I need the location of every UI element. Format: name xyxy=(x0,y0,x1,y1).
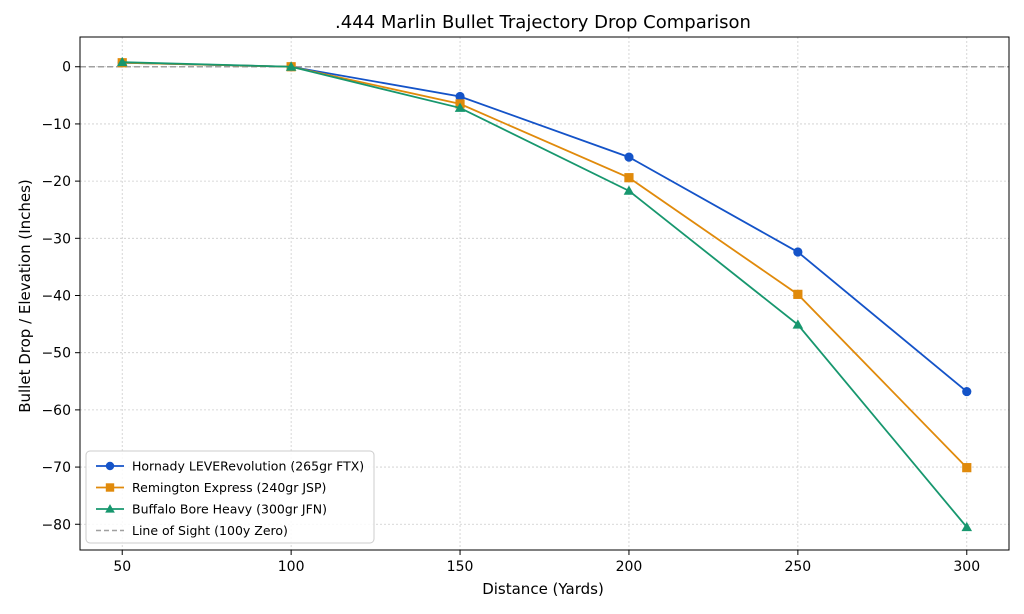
y-tick-label: −60 xyxy=(41,403,71,419)
legend: Hornady LEVERevolution (265gr FTX) Reming… xyxy=(85,450,375,544)
data-point xyxy=(624,152,634,162)
y-tick-label: −80 xyxy=(41,517,71,533)
y-tick-label: −20 xyxy=(41,174,71,190)
data-point xyxy=(961,521,973,532)
legend-marker xyxy=(105,461,115,471)
data-point xyxy=(116,56,128,67)
legend-label: Remington Express (240gr JSP) xyxy=(132,480,326,495)
x-tick-label: 150 xyxy=(447,559,474,575)
legend-marker xyxy=(105,483,115,492)
legend-box xyxy=(85,450,375,544)
plot-area-frame xyxy=(79,36,1010,551)
y-tick-label: −30 xyxy=(41,231,71,247)
y-tick-label: −70 xyxy=(41,460,71,476)
series-line xyxy=(122,61,968,469)
legend-entry: Line of Sight (100y Zero) xyxy=(96,523,288,538)
data-point xyxy=(285,61,297,71)
y-axis-label: Bullet Drop / Elevation (Inches) xyxy=(16,179,34,413)
y-axis-ticks: 0 −10 −20 −30 −40 −50 −60 −70 −80 xyxy=(41,60,80,533)
series-3 xyxy=(116,56,973,532)
series-line xyxy=(122,61,968,393)
chart-title: .444 Marlin Bullet Trajectory Drop Compa… xyxy=(335,12,751,33)
data-point xyxy=(454,102,466,112)
x-tick-label: 300 xyxy=(953,559,980,575)
legend-entry: Buffalo Bore Heavy (300gr JFN) xyxy=(96,502,327,517)
y-tick-label: 0 xyxy=(62,60,71,76)
y-tick-label: −40 xyxy=(41,289,71,305)
series-1 xyxy=(117,58,972,397)
legend-label: Buffalo Bore Heavy (300gr JFN) xyxy=(132,502,327,517)
data-point xyxy=(793,289,803,299)
x-axis-label: Distance (Yards) xyxy=(482,580,604,598)
legend-entry: Hornady LEVERevolution (265gr FTX) xyxy=(96,459,364,474)
x-axis-ticks: 50 100 150 200 250 300 xyxy=(113,550,980,575)
data-point xyxy=(962,463,972,473)
x-tick-label: 50 xyxy=(113,559,131,575)
legend-label: Line of Sight (100y Zero) xyxy=(132,523,288,538)
x-tick-label: 250 xyxy=(784,559,811,575)
legend-entry: Remington Express (240gr JSP) xyxy=(96,480,326,495)
legend-marker xyxy=(105,504,115,513)
y-tick-label: −50 xyxy=(41,346,71,362)
data-point xyxy=(792,319,804,329)
data-point xyxy=(962,386,972,397)
y-tick-label: −10 xyxy=(41,117,71,133)
x-tick-label: 100 xyxy=(278,559,305,575)
data-point xyxy=(623,185,635,195)
data-point xyxy=(793,247,803,257)
legend-label: Hornady LEVERevolution (265gr FTX) xyxy=(132,459,364,474)
data-point xyxy=(624,173,634,183)
data-point xyxy=(455,91,465,102)
series-line xyxy=(122,61,968,528)
series-layer xyxy=(116,56,973,532)
x-tick-label: 200 xyxy=(616,559,643,575)
